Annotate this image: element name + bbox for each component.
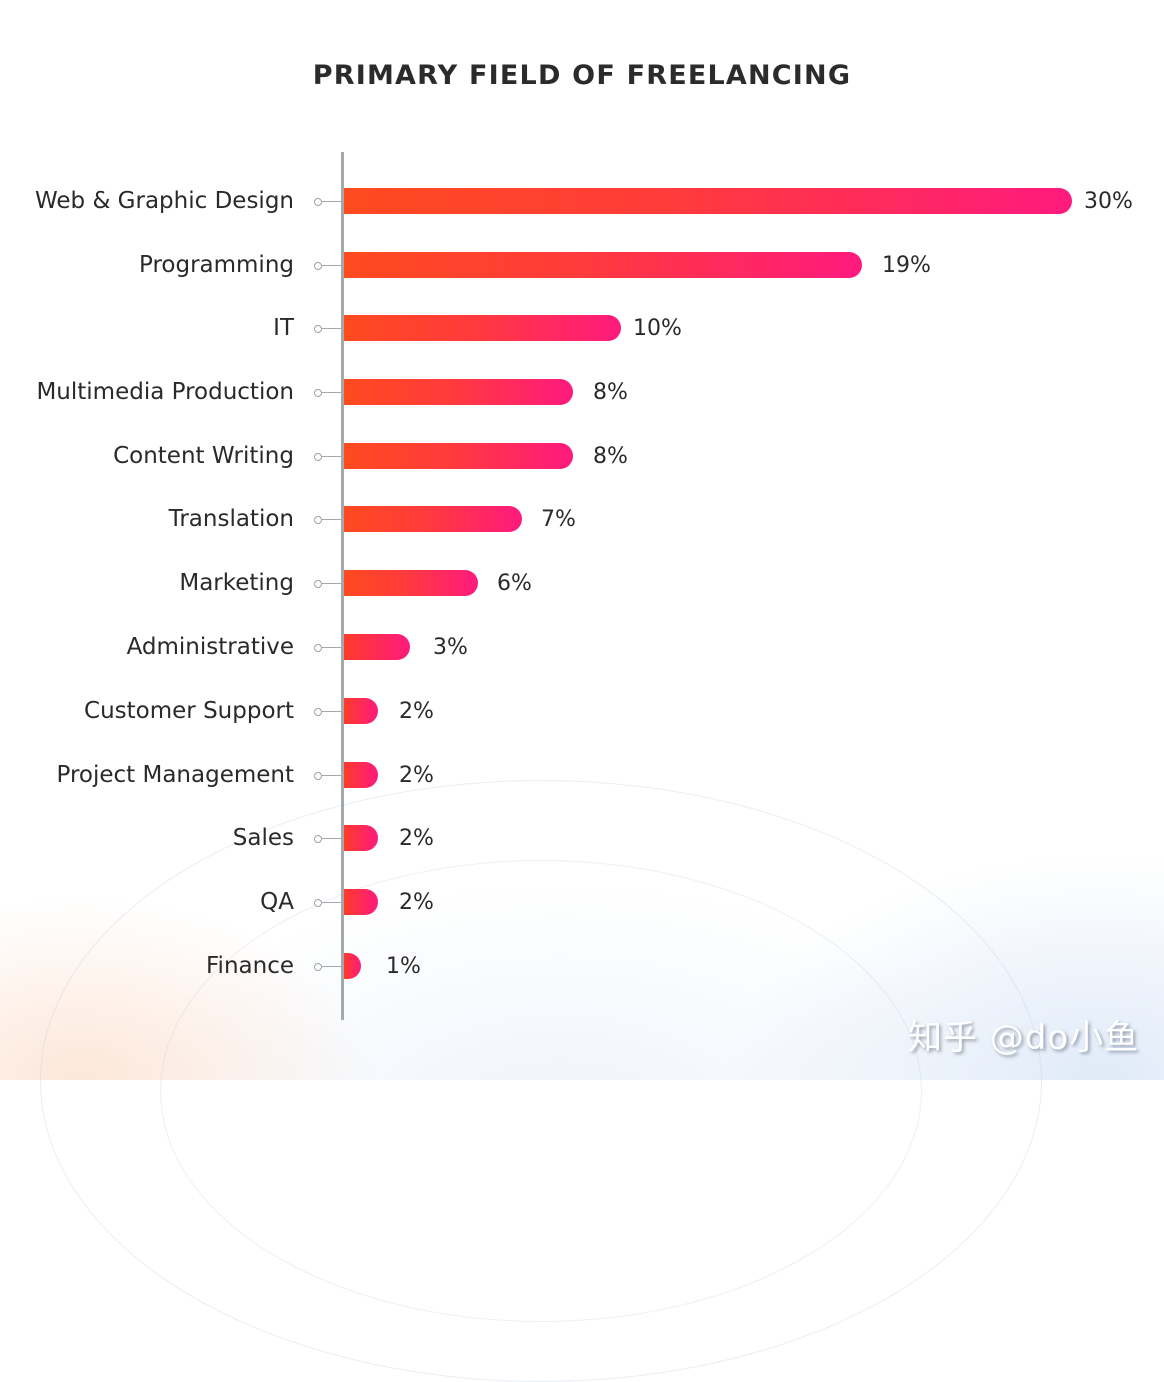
- bar: [344, 315, 621, 341]
- bar-row: Programming 19%: [0, 252, 1164, 278]
- bar: [344, 953, 361, 979]
- tick-marker-icon: [314, 963, 322, 971]
- category-label: Finance: [206, 953, 294, 979]
- category-label: Multimedia Production: [36, 379, 294, 405]
- category-label: IT: [273, 315, 294, 341]
- bar: [344, 443, 573, 469]
- category-label: Translation: [168, 506, 294, 532]
- tick-line: [322, 966, 342, 968]
- bar: [344, 825, 378, 851]
- tick-marker-icon: [314, 325, 322, 333]
- tick-line: [322, 647, 342, 649]
- value-label: 2%: [399, 826, 434, 851]
- bar: [344, 698, 378, 724]
- tick-line: [322, 456, 342, 458]
- bar-row: Customer Support 2%: [0, 698, 1164, 724]
- tick-line: [322, 519, 342, 521]
- category-label: Customer Support: [84, 698, 294, 724]
- bar-row: Finance 1%: [0, 953, 1164, 979]
- y-axis-line: [341, 152, 344, 1020]
- tick-line: [322, 711, 342, 713]
- value-label: 3%: [433, 635, 468, 660]
- value-label: 2%: [399, 890, 434, 915]
- tick-line: [322, 265, 342, 267]
- tick-marker-icon: [314, 708, 322, 716]
- value-label: 6%: [497, 571, 532, 596]
- value-label: 2%: [399, 763, 434, 788]
- category-label: Web & Graphic Design: [34, 188, 294, 214]
- value-label: 10%: [633, 316, 682, 341]
- chart-title: PRIMARY FIELD OF FREELANCING: [312, 60, 852, 91]
- tick-line: [322, 838, 342, 840]
- value-label: 8%: [593, 444, 628, 469]
- category-label: Programming: [138, 252, 294, 278]
- tick-line: [322, 328, 342, 330]
- bar: [344, 634, 410, 660]
- bar-row: QA 2%: [0, 889, 1164, 915]
- watermark: 知乎 @do小鱼: [908, 1018, 1140, 1058]
- category-label: Project Management: [56, 762, 294, 788]
- tick-line: [322, 201, 342, 203]
- tick-marker-icon: [314, 389, 322, 397]
- globe-decoration: [40, 780, 1042, 1382]
- bar-row: Web & Graphic Design 30%: [0, 188, 1164, 214]
- value-label: 7%: [541, 507, 576, 532]
- tick-marker-icon: [314, 835, 322, 843]
- category-label: Sales: [232, 825, 294, 851]
- bar: [344, 379, 573, 405]
- tick-marker-icon: [314, 516, 322, 524]
- bar-row: Marketing 6%: [0, 570, 1164, 596]
- tick-line: [322, 902, 342, 904]
- tick-marker-icon: [314, 198, 322, 206]
- tick-marker-icon: [314, 899, 322, 907]
- bar: [344, 506, 522, 532]
- tick-line: [322, 583, 342, 585]
- globe-decoration-inner: [160, 860, 922, 1322]
- tick-line: [322, 775, 342, 777]
- value-label: 19%: [882, 253, 931, 278]
- category-label: Administrative: [126, 634, 294, 660]
- value-label: 1%: [386, 954, 421, 979]
- bar: [344, 762, 378, 788]
- bar-row: IT 10%: [0, 315, 1164, 341]
- value-label: 8%: [593, 380, 628, 405]
- bar: [344, 252, 862, 278]
- tick-marker-icon: [314, 580, 322, 588]
- bar-row: Administrative 3%: [0, 634, 1164, 660]
- category-label: Content Writing: [113, 443, 294, 469]
- tick-marker-icon: [314, 453, 322, 461]
- bar-row: Project Management 2%: [0, 762, 1164, 788]
- tick-line: [322, 392, 342, 394]
- category-label: Marketing: [179, 570, 294, 596]
- value-label: 2%: [399, 699, 434, 724]
- bar: [344, 188, 1072, 214]
- tick-marker-icon: [314, 772, 322, 780]
- bar-row: Sales 2%: [0, 825, 1164, 851]
- bar: [344, 889, 378, 915]
- value-label: 30%: [1084, 189, 1133, 214]
- tick-marker-icon: [314, 262, 322, 270]
- bar: [344, 570, 478, 596]
- bar-row: Content Writing 8%: [0, 443, 1164, 469]
- bar-row: Multimedia Production 8%: [0, 379, 1164, 405]
- bar-row: Translation 7%: [0, 506, 1164, 532]
- tick-marker-icon: [314, 644, 322, 652]
- category-label: QA: [260, 889, 294, 915]
